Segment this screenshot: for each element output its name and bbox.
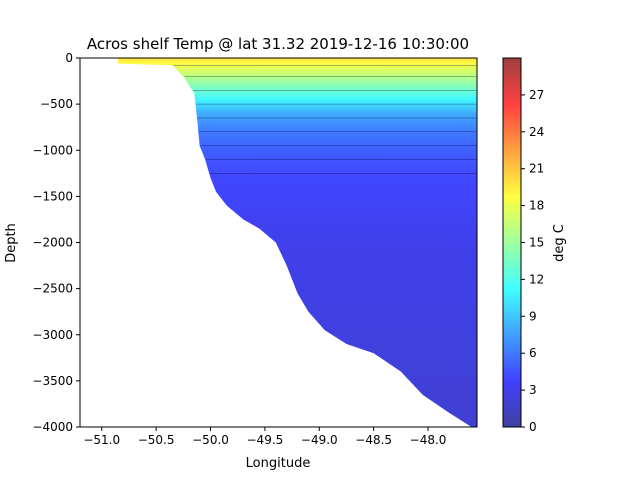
y-axis: 0 −500 −1000 −1500 −2000 −2500 −3000 −3500 −4000	[32, 51, 80, 434]
y-tick-label: −4000	[32, 420, 73, 434]
y-tick-label: −3500	[32, 374, 73, 388]
colorbar: 0 3 6 9 12 15 18 21 24 27 deg C	[502, 57, 567, 434]
x-tick-label: −49.0	[301, 433, 338, 447]
colorbar-gradient	[503, 58, 521, 427]
colorbar-tick-label: 0	[529, 420, 537, 434]
plot-area	[118, 58, 477, 427]
y-axis-label: Depth	[4, 223, 19, 263]
y-tick-label: −1000	[32, 143, 73, 157]
colorbar-tick-label: 3	[529, 383, 537, 397]
x-tick-label: −48.5	[355, 433, 392, 447]
colorbar-tick-label: 24	[529, 125, 544, 139]
x-tick-label: −50.0	[192, 433, 229, 447]
isotherm-lines	[173, 65, 477, 174]
y-tick-label: −2500	[32, 282, 73, 296]
x-axis: −51.0 −50.5 −50.0 −49.5 −49.0 −48.5 −48.0	[83, 427, 446, 447]
colorbar-tick-label: 18	[529, 199, 544, 213]
colorbar-tick-label: 21	[529, 162, 544, 176]
chart-title: Acros shelf Temp @ lat 31.32 2019-12-16 …	[87, 35, 469, 53]
x-tick-label: −51.0	[83, 433, 120, 447]
x-tick-label: −49.5	[247, 433, 284, 447]
x-tick-label: −48.0	[410, 433, 447, 447]
colorbar-tick-label: 15	[529, 236, 544, 250]
y-tick-label: −3000	[32, 328, 73, 342]
temperature-field	[118, 58, 477, 427]
colorbar-tick-label: 27	[529, 88, 544, 102]
y-tick-label: −2000	[32, 236, 73, 250]
x-tick-label: −50.5	[138, 433, 175, 447]
colorbar-tick-label: 12	[529, 272, 544, 286]
colorbar-tick-label: 6	[529, 346, 537, 360]
colorbar-tick-label: 9	[529, 309, 537, 323]
colorbar-ticks: 0 3 6 9 12 15 18 21 24 27	[521, 88, 544, 434]
y-tick-label: 0	[65, 51, 73, 65]
x-axis-label: Longitude	[246, 456, 311, 471]
y-tick-label: −500	[40, 97, 73, 111]
y-tick-label: −1500	[32, 189, 73, 203]
colorbar-label: deg C	[552, 224, 567, 262]
